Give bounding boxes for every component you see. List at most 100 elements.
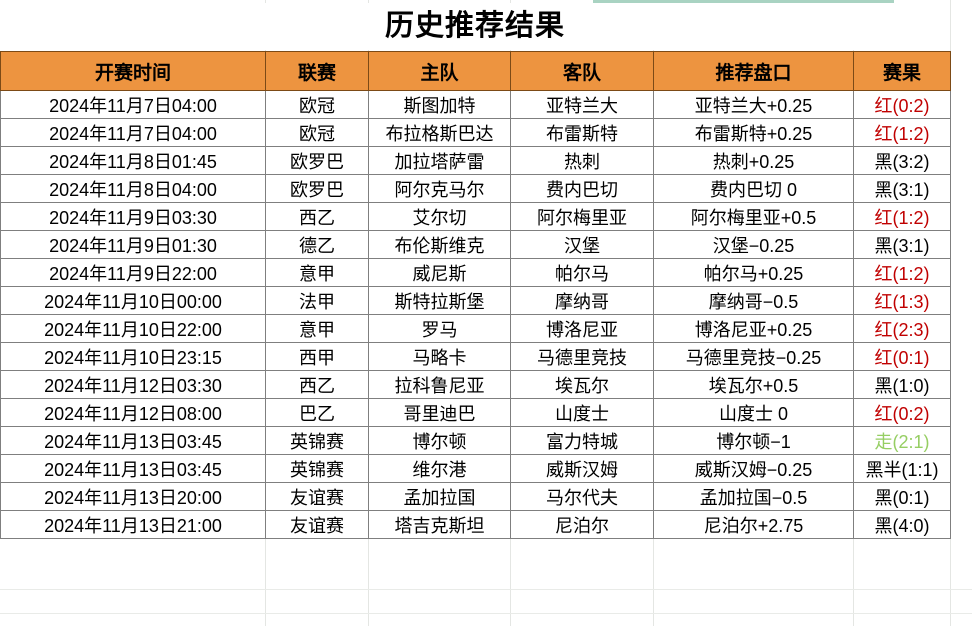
cell-home[interactable]: 斯特拉斯堡 — [368, 286, 511, 315]
cell-home[interactable]: 博尔顿 — [368, 426, 511, 455]
cell-league[interactable]: 西乙 — [265, 202, 369, 231]
cell-result[interactable]: 红(0:2) — [853, 90, 951, 119]
cell-result[interactable]: 黑(1:0) — [853, 370, 951, 399]
cell-line[interactable]: 威斯汉姆−0.25 — [653, 454, 854, 483]
cell-line[interactable]: 阿尔梅里亚+0.5 — [653, 202, 854, 231]
cell-league[interactable]: 西乙 — [265, 370, 369, 399]
cell-result[interactable]: 黑半(1:1) — [853, 454, 951, 483]
cell-result[interactable]: 红(2:3) — [853, 314, 951, 343]
cell-line[interactable]: 摩纳哥−0.5 — [653, 286, 854, 315]
cell-away[interactable]: 摩纳哥 — [510, 286, 654, 315]
table-row[interactable]: 2024年11月10日00:00 法甲 斯特拉斯堡 摩纳哥 摩纳哥−0.5 红(1:3) — [0, 286, 951, 315]
cell-time[interactable]: 2024年11月13日20:00 — [0, 482, 266, 511]
cell-home[interactable]: 布伦斯维克 — [368, 230, 511, 259]
cell-league[interactable]: 巴乙 — [265, 398, 369, 427]
cell-away[interactable]: 热刺 — [510, 146, 654, 175]
cell-league[interactable]: 意甲 — [265, 258, 369, 287]
cell-time[interactable]: 2024年11月10日23:15 — [0, 342, 266, 371]
cell-league[interactable]: 法甲 — [265, 286, 369, 315]
cell-league[interactable]: 意甲 — [265, 314, 369, 343]
cell-time[interactable]: 2024年11月8日01:45 — [0, 146, 266, 175]
table-row[interactable]: 2024年11月8日01:45 欧罗巴 加拉塔萨雷 热刺 热刺+0.25 黑(3:2) — [0, 146, 951, 175]
cell-away[interactable]: 阿尔梅里亚 — [510, 202, 654, 231]
cell-line[interactable]: 帕尔马+0.25 — [653, 258, 854, 287]
cell-line[interactable]: 汉堡−0.25 — [653, 230, 854, 259]
cell-result[interactable]: 黑(3:1) — [853, 174, 951, 203]
cell-result[interactable]: 黑(3:2) — [853, 146, 951, 175]
cell-league[interactable]: 友谊赛 — [265, 482, 369, 511]
cell-result[interactable]: 黑(3:1) — [853, 230, 951, 259]
table-row[interactable]: 2024年11月13日03:45 英锦赛 博尔顿 富力特城 博尔顿−1 走(2:1) — [0, 426, 951, 455]
table-row[interactable]: 2024年11月12日03:30 西乙 拉科鲁尼亚 埃瓦尔 埃瓦尔+0.5 黑(1:0) — [0, 370, 951, 399]
cell-time[interactable]: 2024年11月7日04:00 — [0, 118, 266, 147]
cell-league[interactable]: 欧罗巴 — [265, 146, 369, 175]
cell-home[interactable]: 孟加拉国 — [368, 482, 511, 511]
cell-time[interactable]: 2024年11月10日22:00 — [0, 314, 266, 343]
cell-time[interactable]: 2024年11月8日04:00 — [0, 174, 266, 203]
table-row[interactable]: 2024年11月13日20:00 友谊赛 孟加拉国 马尔代夫 孟加拉国−0.5 黑(0:1… — [0, 482, 951, 511]
column-header-time[interactable]: 开赛时间 — [0, 51, 266, 91]
cell-time[interactable]: 2024年11月13日03:45 — [0, 454, 266, 483]
cell-time[interactable]: 2024年11月9日03:30 — [0, 202, 266, 231]
table-row[interactable]: 2024年11月10日22:00 意甲 罗马 博洛尼亚 博洛尼亚+0.25 红(2:3) — [0, 314, 951, 343]
cell-home[interactable]: 威尼斯 — [368, 258, 511, 287]
cell-time[interactable]: 2024年11月9日22:00 — [0, 258, 266, 287]
cell-home[interactable]: 塔吉克斯坦 — [368, 510, 511, 539]
table-row[interactable]: 2024年11月13日21:00 友谊赛 塔吉克斯坦 尼泊尔 尼泊尔+2.75 黑(4:0… — [0, 510, 951, 539]
cell-result[interactable]: 红(0:1) — [853, 342, 951, 371]
cell-result[interactable]: 红(1:2) — [853, 202, 951, 231]
cell-away[interactable]: 山度士 — [510, 398, 654, 427]
cell-time[interactable]: 2024年11月12日03:30 — [0, 370, 266, 399]
cell-league[interactable]: 欧冠 — [265, 118, 369, 147]
column-header-result[interactable]: 赛果 — [853, 51, 951, 91]
table-row[interactable]: 2024年11月8日04:00 欧罗巴 阿尔克马尔 费内巴切 费内巴切 0 黑(3:1) — [0, 174, 951, 203]
cell-home[interactable]: 加拉塔萨雷 — [368, 146, 511, 175]
cell-away[interactable]: 埃瓦尔 — [510, 370, 654, 399]
cell-result[interactable]: 黑(4:0) — [853, 510, 951, 539]
cell-away[interactable]: 尼泊尔 — [510, 510, 654, 539]
cell-line[interactable]: 布雷斯特+0.25 — [653, 118, 854, 147]
cell-away[interactable]: 费内巴切 — [510, 174, 654, 203]
cell-away[interactable]: 富力特城 — [510, 426, 654, 455]
cell-league[interactable]: 欧冠 — [265, 90, 369, 119]
cell-line[interactable]: 马德里竞技−0.25 — [653, 342, 854, 371]
cell-home[interactable]: 阿尔克马尔 — [368, 174, 511, 203]
cell-time[interactable]: 2024年11月13日03:45 — [0, 426, 266, 455]
cell-line[interactable]: 博洛尼亚+0.25 — [653, 314, 854, 343]
cell-time[interactable]: 2024年11月7日04:00 — [0, 90, 266, 119]
cell-home[interactable]: 拉科鲁尼亚 — [368, 370, 511, 399]
column-header-line[interactable]: 推荐盘口 — [653, 51, 854, 91]
cell-line[interactable]: 博尔顿−1 — [653, 426, 854, 455]
cell-league[interactable]: 西甲 — [265, 342, 369, 371]
cell-result[interactable]: 红(1:2) — [853, 258, 951, 287]
table-row[interactable]: 2024年11月9日03:30 西乙 艾尔切 阿尔梅里亚 阿尔梅里亚+0.5 红(1:2) — [0, 202, 951, 231]
table-row[interactable]: 2024年11月7日04:00 欧冠 斯图加特 亚特兰大 亚特兰大+0.25 红(0:2) — [0, 90, 951, 119]
cell-away[interactable]: 博洛尼亚 — [510, 314, 654, 343]
cell-line[interactable]: 热刺+0.25 — [653, 146, 854, 175]
cell-line[interactable]: 山度士 0 — [653, 398, 854, 427]
cell-result[interactable]: 红(1:2) — [853, 118, 951, 147]
cell-league[interactable]: 德乙 — [265, 230, 369, 259]
cell-home[interactable]: 哥里迪巴 — [368, 398, 511, 427]
cell-time[interactable]: 2024年11月10日00:00 — [0, 286, 266, 315]
column-header-away[interactable]: 客队 — [510, 51, 654, 91]
cell-line[interactable]: 埃瓦尔+0.5 — [653, 370, 854, 399]
column-header-league[interactable]: 联赛 — [265, 51, 369, 91]
cell-away[interactable]: 威斯汉姆 — [510, 454, 654, 483]
cell-line[interactable]: 费内巴切 0 — [653, 174, 854, 203]
cell-line[interactable]: 孟加拉国−0.5 — [653, 482, 854, 511]
cell-away[interactable]: 汉堡 — [510, 230, 654, 259]
table-row[interactable]: 2024年11月7日04:00 欧冠 布拉格斯巴达 布雷斯特 布雷斯特+0.25 红(1:… — [0, 118, 951, 147]
cell-home[interactable]: 艾尔切 — [368, 202, 511, 231]
table-row[interactable]: 2024年11月9日01:30 德乙 布伦斯维克 汉堡 汉堡−0.25 黑(3:1) — [0, 230, 951, 259]
cell-home[interactable]: 布拉格斯巴达 — [368, 118, 511, 147]
cell-time[interactable]: 2024年11月13日21:00 — [0, 510, 266, 539]
cell-league[interactable]: 欧罗巴 — [265, 174, 369, 203]
cell-home[interactable]: 斯图加特 — [368, 90, 511, 119]
table-row[interactable]: 2024年11月13日03:45 英锦赛 维尔港 威斯汉姆 威斯汉姆−0.25 黑半(1:… — [0, 454, 951, 483]
cell-time[interactable]: 2024年11月9日01:30 — [0, 230, 266, 259]
cell-league[interactable]: 友谊赛 — [265, 510, 369, 539]
cell-result[interactable]: 红(1:3) — [853, 286, 951, 315]
table-row[interactable]: 2024年11月12日08:00 巴乙 哥里迪巴 山度士 山度士 0 红(0:2) — [0, 398, 951, 427]
cell-league[interactable]: 英锦赛 — [265, 454, 369, 483]
